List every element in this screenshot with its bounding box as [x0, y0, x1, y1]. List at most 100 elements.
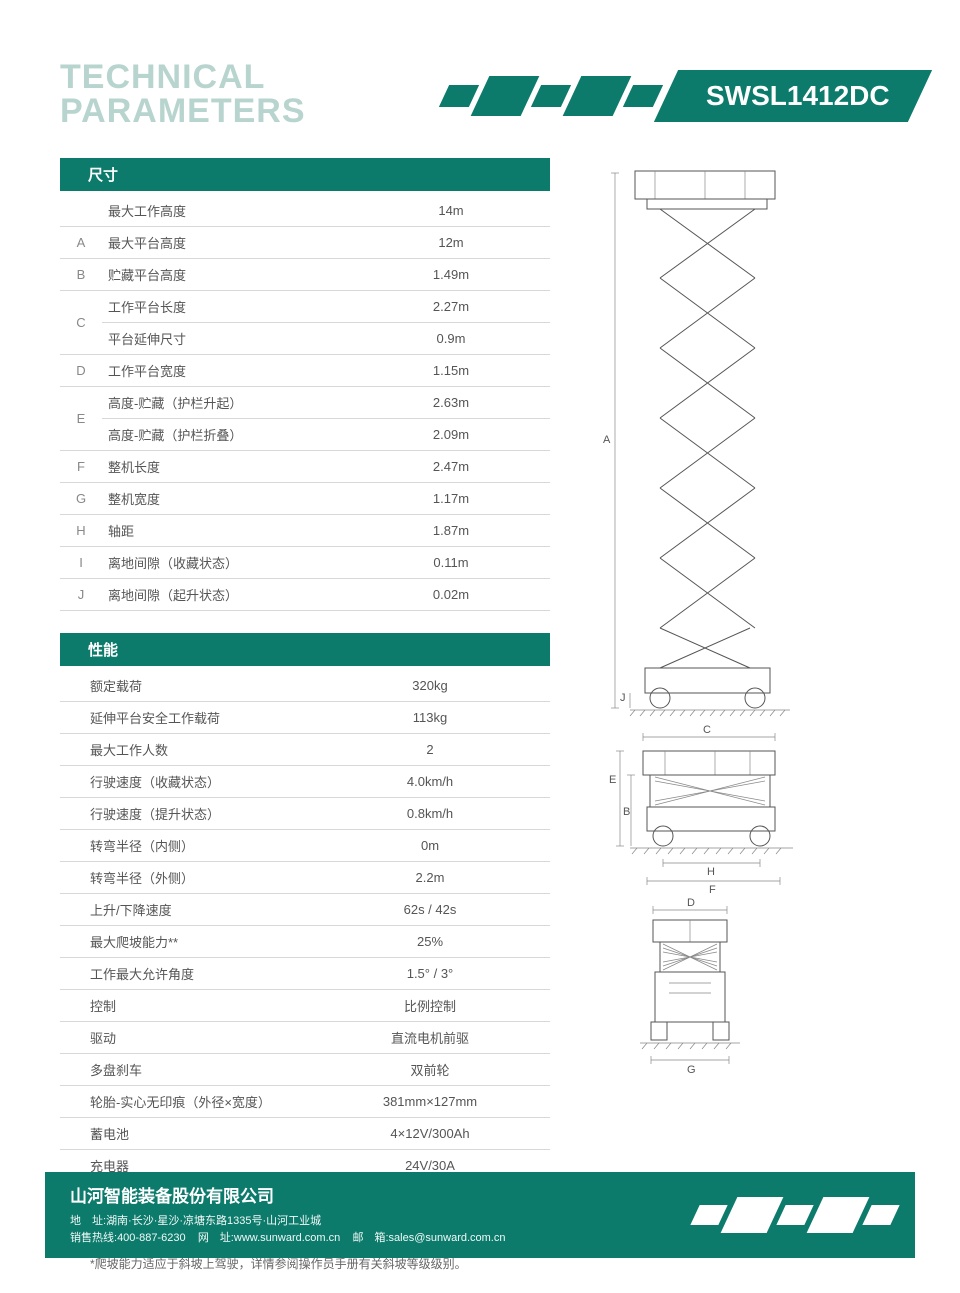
- table-row: 驱动直流电机前驱: [60, 1022, 550, 1054]
- table-row: C工作平台长度2.27m: [60, 291, 550, 323]
- row-label: 最大工作高度: [102, 195, 352, 227]
- row-letter: H: [60, 515, 102, 547]
- email: sales@sunward.com.cn: [389, 1232, 506, 1244]
- table-row: 高度-贮藏（护栏折叠）2.09m: [60, 419, 550, 451]
- svg-text:E: E: [609, 774, 616, 786]
- row-letter: B: [60, 259, 102, 291]
- diagram-side-stowed: C: [575, 723, 805, 898]
- address: 湖南·长沙·星沙·凉塘东路1335号·山河工业城: [106, 1215, 321, 1227]
- row-letter: G: [60, 483, 102, 515]
- header-right: SWSL1412DC: [438, 70, 920, 122]
- note-2: *爬坡能力适应于斜坡上驾驶，详情参阅操作员手册有关斜坡等级级别。: [90, 1255, 550, 1274]
- row-letter: F: [60, 451, 102, 483]
- row-label: 驱动: [60, 1022, 310, 1054]
- row-label: 最大工作人数: [60, 734, 310, 766]
- row-label: 延伸平台安全工作载荷: [60, 702, 310, 734]
- row-label: 转弯半径（外侧）: [60, 862, 310, 894]
- address-label: 地 址:: [70, 1215, 106, 1227]
- row-value: 双前轮: [310, 1054, 550, 1086]
- row-value: 2: [310, 734, 550, 766]
- table-row: 多盘刹车双前轮: [60, 1054, 550, 1086]
- decor-para: [471, 76, 540, 116]
- table-row: 转弯半径（内侧）0m: [60, 830, 550, 862]
- svg-text:H: H: [707, 866, 715, 878]
- row-label: 工作平台宽度: [102, 355, 352, 387]
- footer-decor: [689, 1197, 895, 1233]
- row-value: 2.2m: [310, 862, 550, 894]
- row-value: 2.27m: [352, 291, 550, 323]
- table-row: 最大爬坡能力**25%: [60, 926, 550, 958]
- table-row: 最大工作高度14m: [60, 195, 550, 227]
- row-label: 平台延伸尺寸: [102, 323, 352, 355]
- table-row: F整机长度2.47m: [60, 451, 550, 483]
- row-value: 2.47m: [352, 451, 550, 483]
- row-label: 蓄电池: [60, 1118, 310, 1150]
- table-row: I离地间隙（收藏状态）0.11m: [60, 547, 550, 579]
- table-row: H轴距1.87m: [60, 515, 550, 547]
- row-value: 直流电机前驱: [310, 1022, 550, 1054]
- row-letter: C: [60, 291, 102, 355]
- table-row: 行驶速度（提升状态）0.8km/h: [60, 798, 550, 830]
- title-line2: PARAMETERS: [60, 94, 306, 128]
- table-row: J离地间隙（起升状态）0.02m: [60, 579, 550, 611]
- row-label: 轴距: [102, 515, 352, 547]
- svg-text:J: J: [620, 692, 626, 704]
- row-value: 0.8km/h: [310, 798, 550, 830]
- row-value: 62s / 42s: [310, 894, 550, 926]
- table-row: 上升/下降速度62s / 42s: [60, 894, 550, 926]
- row-label: 行驶速度（收藏状态）: [60, 766, 310, 798]
- row-label: 工作平台长度: [102, 291, 352, 323]
- table-row: 延伸平台安全工作载荷113kg: [60, 702, 550, 734]
- model-text: SWSL1412DC: [706, 80, 890, 112]
- row-label: 行驶速度（提升状态）: [60, 798, 310, 830]
- row-value: 4.0km/h: [310, 766, 550, 798]
- svg-text:F: F: [709, 884, 716, 896]
- section-header-performance: 性能: [60, 633, 550, 666]
- table-row: 额定载荷320kg: [60, 670, 550, 702]
- row-value: 4×12V/300Ah: [310, 1118, 550, 1150]
- row-label: 离地间隙（收藏状态）: [102, 547, 352, 579]
- decor-para: [721, 1197, 784, 1233]
- row-letter: E: [60, 387, 102, 451]
- section-header-dimensions: 尺寸: [60, 158, 550, 191]
- row-label: 轮胎-实心无印痕（外径×宽度）: [60, 1086, 310, 1118]
- table-row: A最大平台高度12m: [60, 227, 550, 259]
- table-row: E高度-贮藏（护栏升起）2.63m: [60, 387, 550, 419]
- page-title: TECHNICAL PARAMETERS: [60, 60, 306, 128]
- row-value: 0m: [310, 830, 550, 862]
- row-value: 0.9m: [352, 323, 550, 355]
- table-row: 控制比例控制: [60, 990, 550, 1022]
- svg-text:C: C: [703, 724, 711, 736]
- row-label: 整机长度: [102, 451, 352, 483]
- table-row: 蓄电池4×12V/300Ah: [60, 1118, 550, 1150]
- performance-table: 额定载荷320kg延伸平台安全工作载荷113kg最大工作人数2行驶速度（收藏状态…: [60, 670, 550, 1214]
- web: www.sunward.com.cn: [234, 1232, 340, 1244]
- row-label: 贮藏平台高度: [102, 259, 352, 291]
- svg-text:D: D: [687, 898, 695, 909]
- row-label: 最大爬坡能力**: [60, 926, 310, 958]
- row-letter: J: [60, 579, 102, 611]
- row-label: 整机宽度: [102, 483, 352, 515]
- decor-para: [807, 1197, 870, 1233]
- diagram-column: A J C: [575, 158, 875, 1274]
- svg-text:A: A: [603, 434, 611, 446]
- email-label: 邮 箱:: [352, 1232, 388, 1244]
- row-value: 1.49m: [352, 259, 550, 291]
- decor-para: [439, 85, 479, 107]
- table-row: 平台延伸尺寸0.9m: [60, 323, 550, 355]
- model-badge: SWSL1412DC: [654, 70, 932, 122]
- row-value: 0.02m: [352, 579, 550, 611]
- row-value: 113kg: [310, 702, 550, 734]
- row-value: 比例控制: [310, 990, 550, 1022]
- table-row: G整机宽度1.17m: [60, 483, 550, 515]
- decor-para: [623, 85, 663, 107]
- row-label: 上升/下降速度: [60, 894, 310, 926]
- decor-para: [531, 85, 571, 107]
- decor-para: [776, 1205, 813, 1225]
- row-letter: A: [60, 227, 102, 259]
- decor-para: [563, 76, 632, 116]
- table-row: 转弯半径（外侧）2.2m: [60, 862, 550, 894]
- diagram-rear: D: [605, 898, 775, 1083]
- web-label: 网 址:: [198, 1232, 234, 1244]
- row-value: 12m: [352, 227, 550, 259]
